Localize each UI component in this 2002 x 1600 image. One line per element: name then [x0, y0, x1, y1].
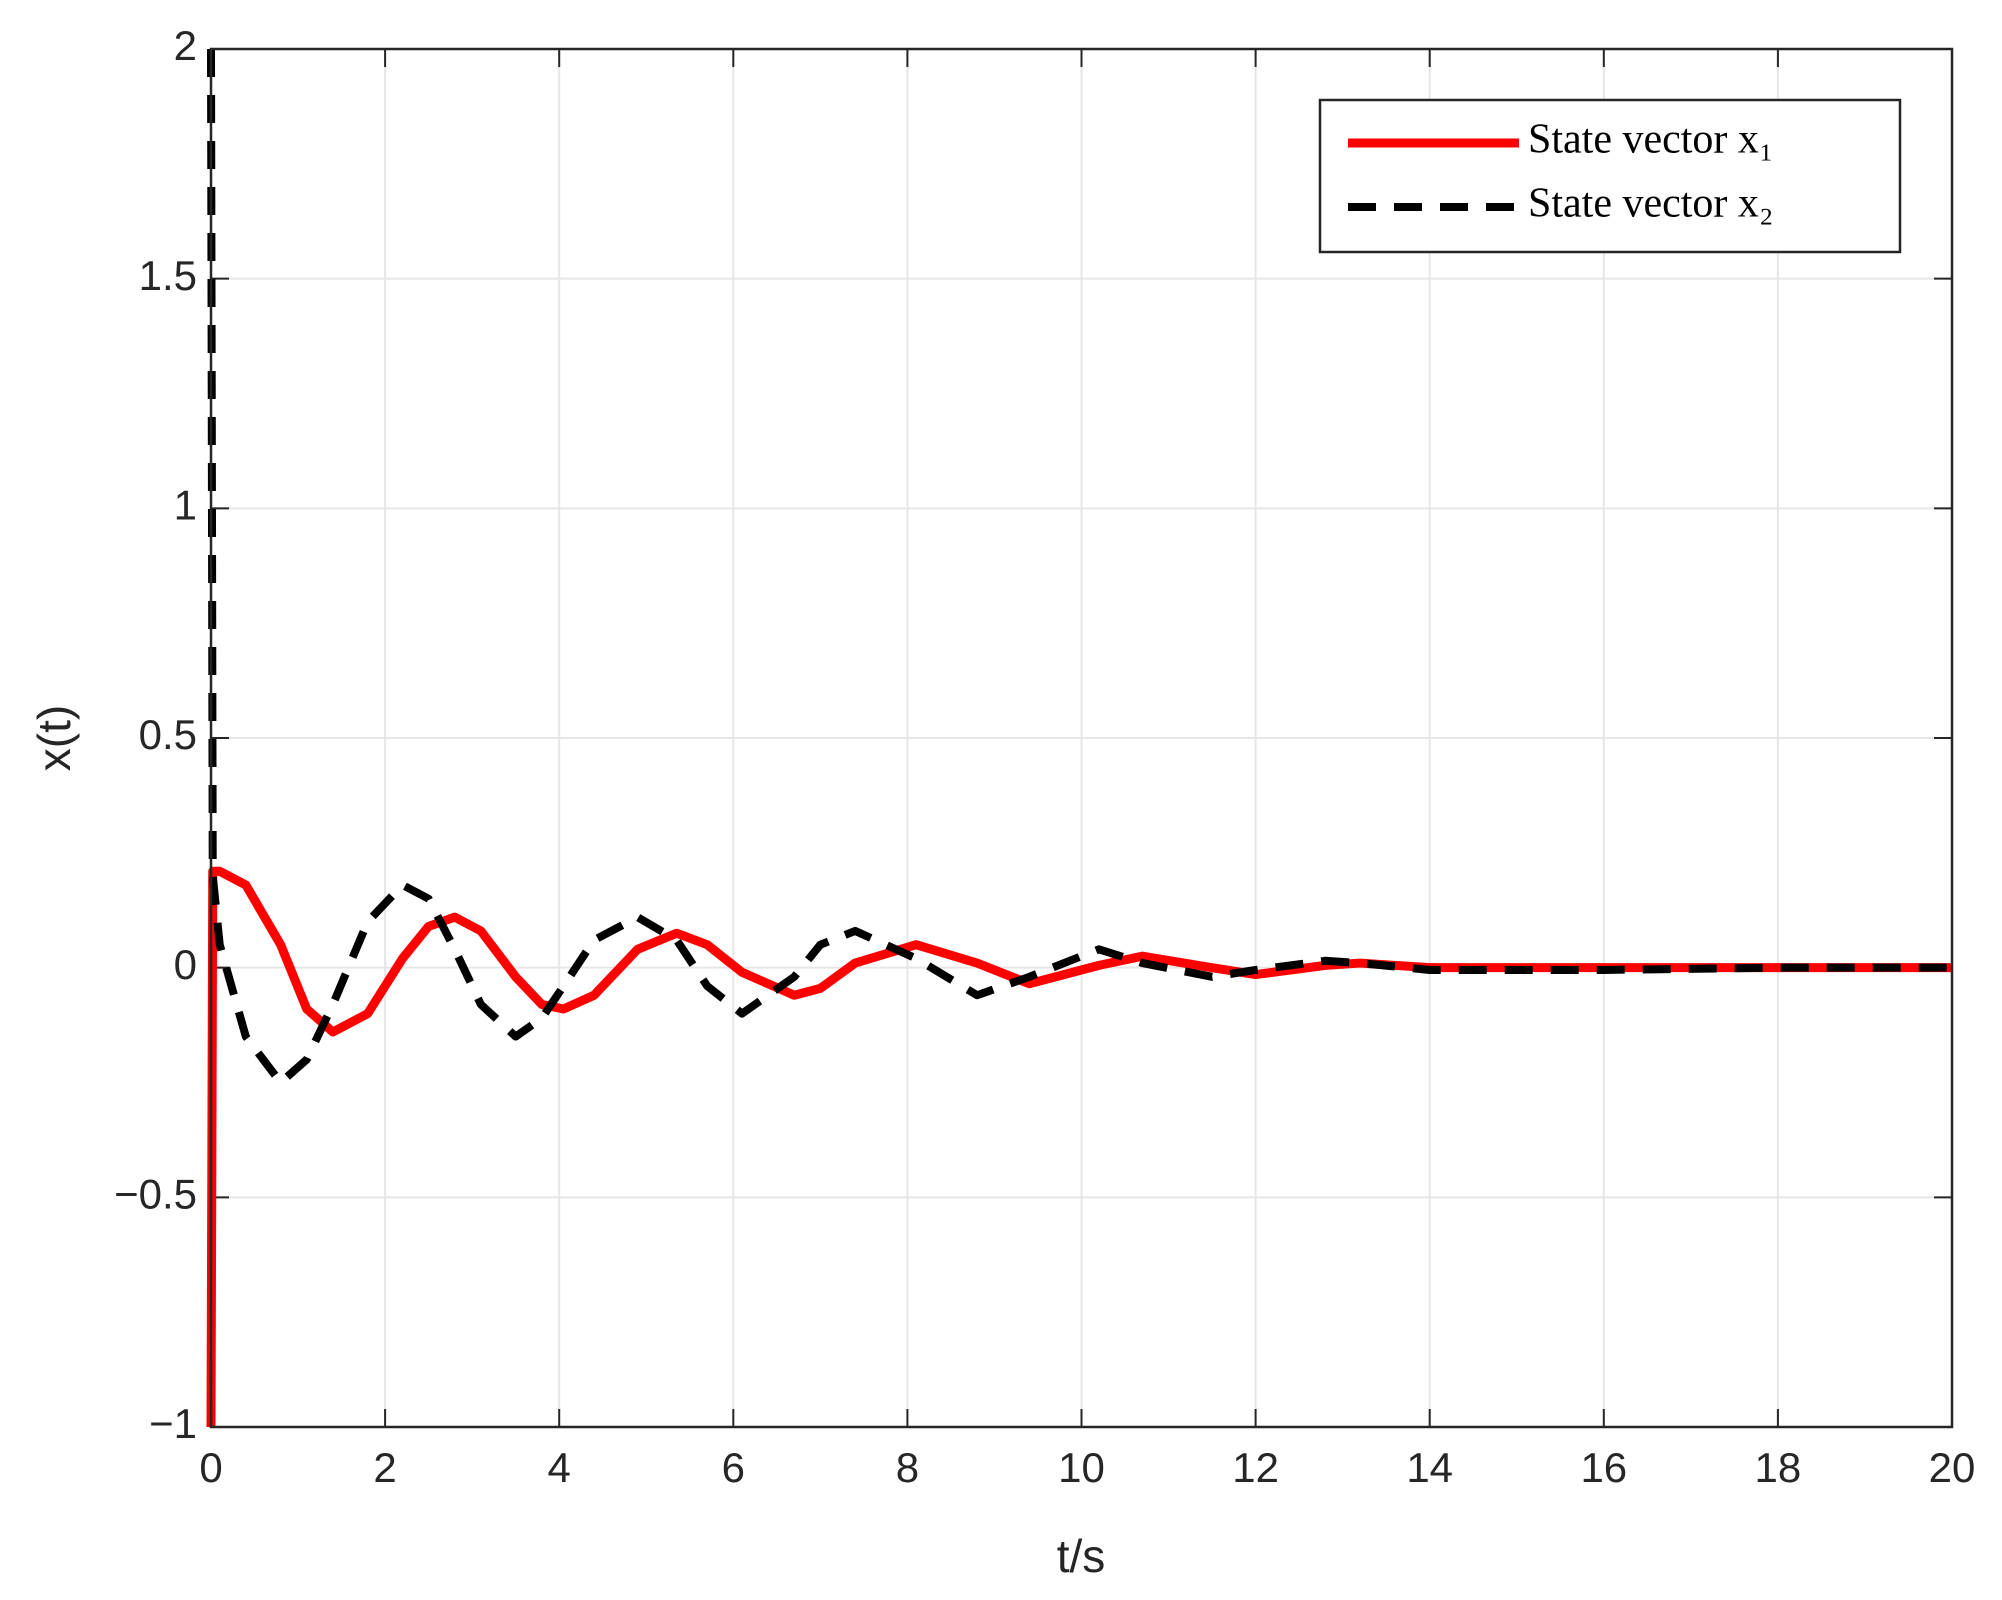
x-tick-label: 14 [1406, 1444, 1453, 1491]
y-tick-label: −1 [149, 1400, 197, 1447]
legend-label: State vector x₂ [1528, 181, 1774, 227]
y-tick-label: 0.5 [139, 711, 197, 758]
x-tick-label: 18 [1755, 1444, 1802, 1491]
x-tick-label: 20 [1929, 1444, 1976, 1491]
legend-box [1318, 98, 1902, 254]
x-tick-label: 2 [373, 1444, 396, 1491]
series-line [207, 48, 1952, 1087]
series-line [206, 866, 1952, 1428]
x-tick-label: 6 [722, 1444, 745, 1491]
x-tick-label: 10 [1058, 1444, 1105, 1491]
axes-box [209, 47, 1954, 1429]
x-tick-label: 16 [1580, 1444, 1627, 1491]
y-tick-label: 2 [174, 22, 197, 69]
grid [210, 48, 1953, 1428]
x-tick-label: 0 [199, 1444, 222, 1491]
x-tick-label: 4 [548, 1444, 571, 1491]
y-tick-label: 1 [174, 481, 197, 528]
y-tick-label: 1.5 [139, 252, 197, 299]
y-axis-label: x(t) [28, 705, 80, 771]
legend-label: State vector x₁ [1528, 117, 1774, 163]
y-tick-label: 0 [174, 941, 197, 988]
y-tick-label: −0.5 [114, 1170, 197, 1217]
x-axis-label: t/s [1057, 1530, 1106, 1582]
x-tick-label: 12 [1232, 1444, 1279, 1491]
x-tick-label: 8 [896, 1444, 919, 1491]
